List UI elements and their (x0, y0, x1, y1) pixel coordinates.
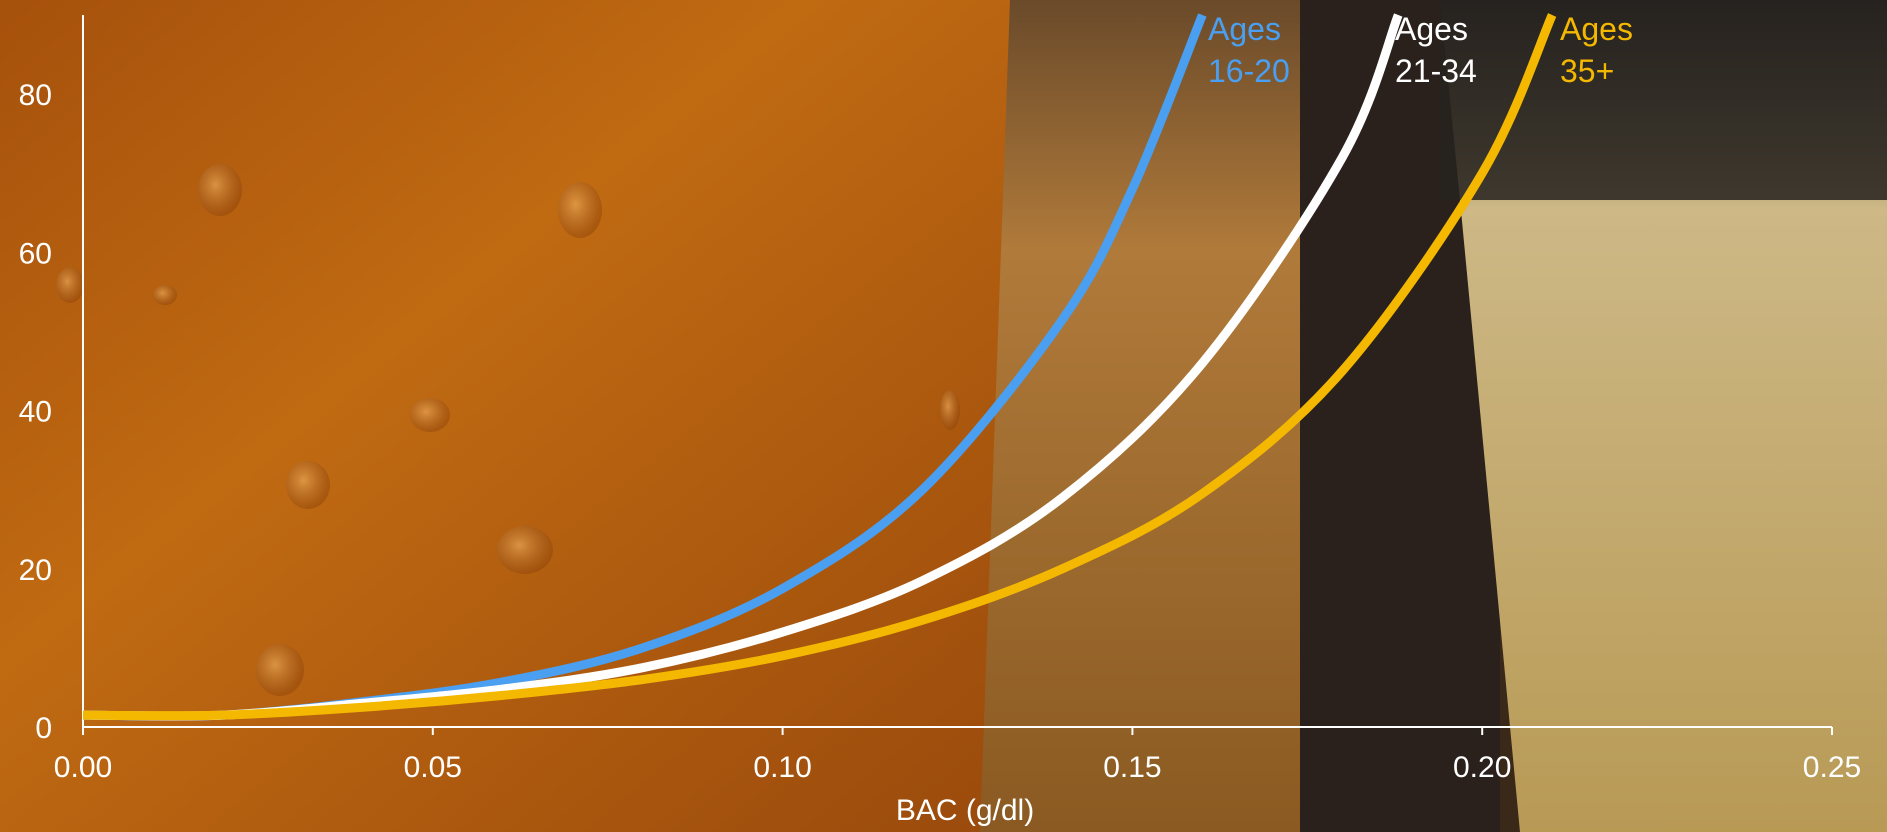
y-tick-label: 40 (19, 396, 52, 429)
x-tick-labels: 0.00 0.05 0.10 0.15 0.20 0.25 (54, 727, 1861, 784)
x-tick-label: 0.20 (1453, 751, 1511, 784)
y-tick-label: 0 (35, 712, 52, 745)
x-tick-label: 0.00 (54, 751, 112, 784)
x-tick-label: 0.15 (1103, 751, 1161, 784)
y-tick-label: 60 (19, 237, 52, 270)
y-tick-label: 20 (19, 554, 52, 587)
x-tick-label: 0.10 (753, 751, 811, 784)
series-labels: Ages 16-20 Ages 21-34 Ages 35+ (1208, 11, 1633, 89)
series-label-line1: Ages (1560, 11, 1633, 47)
series-line-1 (82, 13, 1207, 721)
series-label-line1: Ages (1395, 11, 1468, 47)
series-label-line2: 35+ (1560, 53, 1614, 89)
series-line-3 (82, 13, 1557, 721)
series-label-line1: Ages (1208, 11, 1281, 47)
x-axis-label: BAC (g/dl) (896, 794, 1034, 827)
y-tick-label: 80 (19, 79, 52, 112)
x-tick-label: 0.25 (1803, 751, 1861, 784)
x-tick-label: 0.05 (404, 751, 462, 784)
series-label-line2: 16-20 (1208, 53, 1290, 89)
y-tick-labels: 0 20 40 60 80 (19, 79, 52, 745)
series-label-line2: 21-34 (1395, 53, 1477, 89)
series-lines (82, 13, 1557, 721)
